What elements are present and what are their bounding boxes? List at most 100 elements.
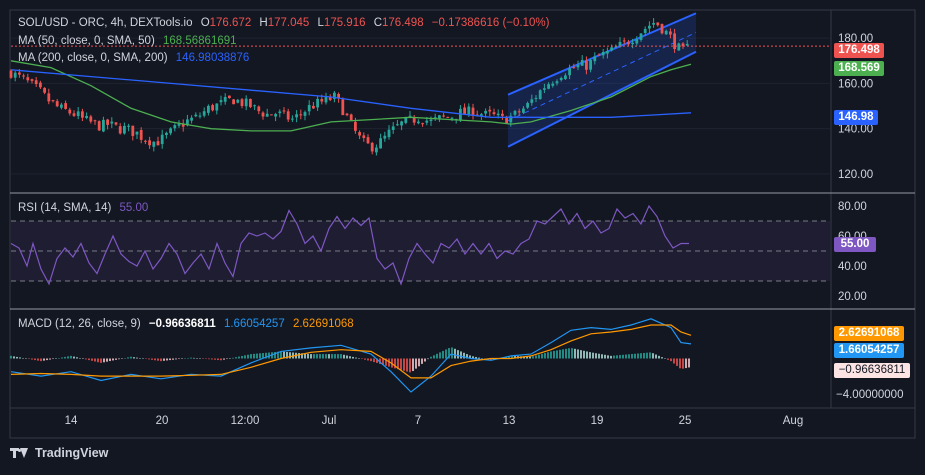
candle-body — [76, 111, 80, 116]
macd-histogram-bar — [457, 350, 459, 359]
macd-pane[interactable] — [10, 318, 692, 393]
ma50-price-tag: 168.569 — [834, 61, 884, 76]
macd-histogram-bar — [358, 358, 360, 359]
candle-body — [299, 114, 303, 116]
candle-body — [97, 121, 101, 131]
macd-legend[interactable]: MACD (12, 26, close, 9) −0.96636811 1.66… — [18, 318, 359, 330]
macd-histogram-bar — [169, 358, 171, 361]
open-label: O — [200, 17, 210, 29]
macd-histogram-bar — [115, 358, 117, 360]
macd-histogram-bar — [568, 348, 570, 359]
macd-histogram-bar — [319, 354, 321, 359]
candle-body — [34, 80, 38, 85]
macd-histogram-bar — [556, 350, 558, 359]
candle-body — [526, 103, 529, 108]
macd-histogram-bar — [361, 358, 363, 360]
macd-histogram-bar — [37, 358, 39, 361]
candle-body — [564, 75, 567, 79]
macd-histogram-bar — [187, 357, 189, 359]
candle-body — [324, 96, 328, 103]
macd-histogram-bar — [346, 355, 348, 359]
rsi-pane[interactable] — [10, 204, 830, 286]
macd-histogram-bar — [448, 348, 450, 359]
macd-histogram-bar — [595, 353, 597, 359]
macd-histogram-bar — [607, 355, 609, 359]
macd-histogram-bar — [646, 352, 648, 359]
macd-histogram-bar — [58, 357, 60, 359]
candle-body — [190, 117, 193, 121]
candle-body — [622, 40, 626, 42]
ma200-line — [10, 69, 692, 118]
tradingview-branding[interactable]: TradingView — [10, 444, 108, 462]
macd-histogram-bar — [514, 356, 516, 359]
candle-body — [614, 46, 618, 48]
candle-body — [211, 105, 214, 111]
macd-histogram-bar — [544, 353, 546, 359]
candle-body — [568, 68, 571, 76]
macd-histogram-bar — [124, 357, 126, 359]
candle-body — [72, 113, 76, 116]
macd-histogram-bar — [13, 356, 15, 359]
ma50-legend[interactable]: MA (50, close, 0, SMA, 50) 168.56861691 — [18, 35, 242, 47]
macd-histogram-bar — [91, 358, 93, 361]
candle-body — [291, 118, 294, 120]
macd-histogram-bar — [232, 357, 234, 359]
macd-histogram-bar — [589, 352, 591, 359]
macd-histogram-bar — [160, 358, 162, 362]
rsi-label: RSI (14, SMA, 14) — [18, 202, 112, 214]
candle-body — [169, 128, 172, 134]
macd-histogram-bar — [634, 353, 636, 359]
macd-histogram-bar — [109, 358, 111, 362]
symbol-title[interactable]: SOL/USD - ORC, 4h, DEXTools.io — [18, 17, 193, 29]
candle-body — [127, 125, 130, 127]
macd-histogram-bar — [616, 355, 618, 359]
macd-histogram-bar — [538, 354, 540, 359]
macd-histogram-bar — [298, 353, 300, 359]
macd-histogram-bar — [286, 351, 288, 359]
macd-histogram-bar — [367, 358, 369, 361]
candle-body — [681, 43, 685, 47]
candle-body — [660, 24, 664, 34]
price-axis-label: 160.00 — [838, 78, 873, 90]
candle-body — [173, 125, 177, 129]
price-axis-label: 180.00 — [838, 33, 873, 45]
open-value: 176.672 — [209, 17, 252, 29]
rsi-legend[interactable]: RSI (14, SMA, 14) 55.00 — [18, 202, 153, 214]
macd-histogram-bar — [211, 358, 213, 360]
candle-body — [635, 39, 639, 44]
ma200-legend[interactable]: MA (200, close, 0, SMA, 200) 146.9803887… — [18, 52, 254, 64]
macd-histogram-bar — [427, 358, 429, 360]
time-axis-label: Jul — [322, 415, 337, 427]
macd-histogram-bar — [592, 352, 594, 359]
candle-body — [345, 113, 349, 116]
candle-body — [341, 99, 345, 116]
candle-body — [391, 126, 395, 130]
candle-body — [589, 60, 592, 70]
candle-body — [446, 116, 450, 118]
candle-body — [429, 119, 433, 122]
macd-histogram-bar — [145, 358, 147, 359]
candle-body — [362, 135, 366, 138]
time-axis-label: 14 — [65, 415, 78, 427]
price-pane[interactable] — [9, 12, 830, 175]
macd-histogram-bar — [370, 358, 372, 362]
candle-body — [652, 22, 655, 25]
macd-histogram-bar — [655, 354, 657, 359]
time-axis-label: Aug — [783, 415, 803, 427]
macd-histogram-bar — [511, 355, 513, 359]
rsi-axis-label: 80.00 — [838, 201, 867, 213]
macd-histogram-bar — [67, 356, 69, 359]
candle-body — [64, 103, 67, 109]
candle-body — [538, 90, 542, 100]
candle-body — [517, 111, 521, 113]
candle-body — [509, 115, 513, 123]
candle-body — [215, 103, 219, 111]
candle-body — [585, 60, 588, 70]
macd-histogram-bar — [244, 355, 246, 359]
low-value: 175.916 — [323, 17, 366, 29]
candle-body — [425, 120, 429, 123]
candle-body — [627, 42, 630, 45]
macd-histogram-bar — [331, 354, 333, 359]
macd-histogram-bar — [34, 358, 36, 361]
ma200-value: 146.98038876 — [175, 52, 250, 64]
